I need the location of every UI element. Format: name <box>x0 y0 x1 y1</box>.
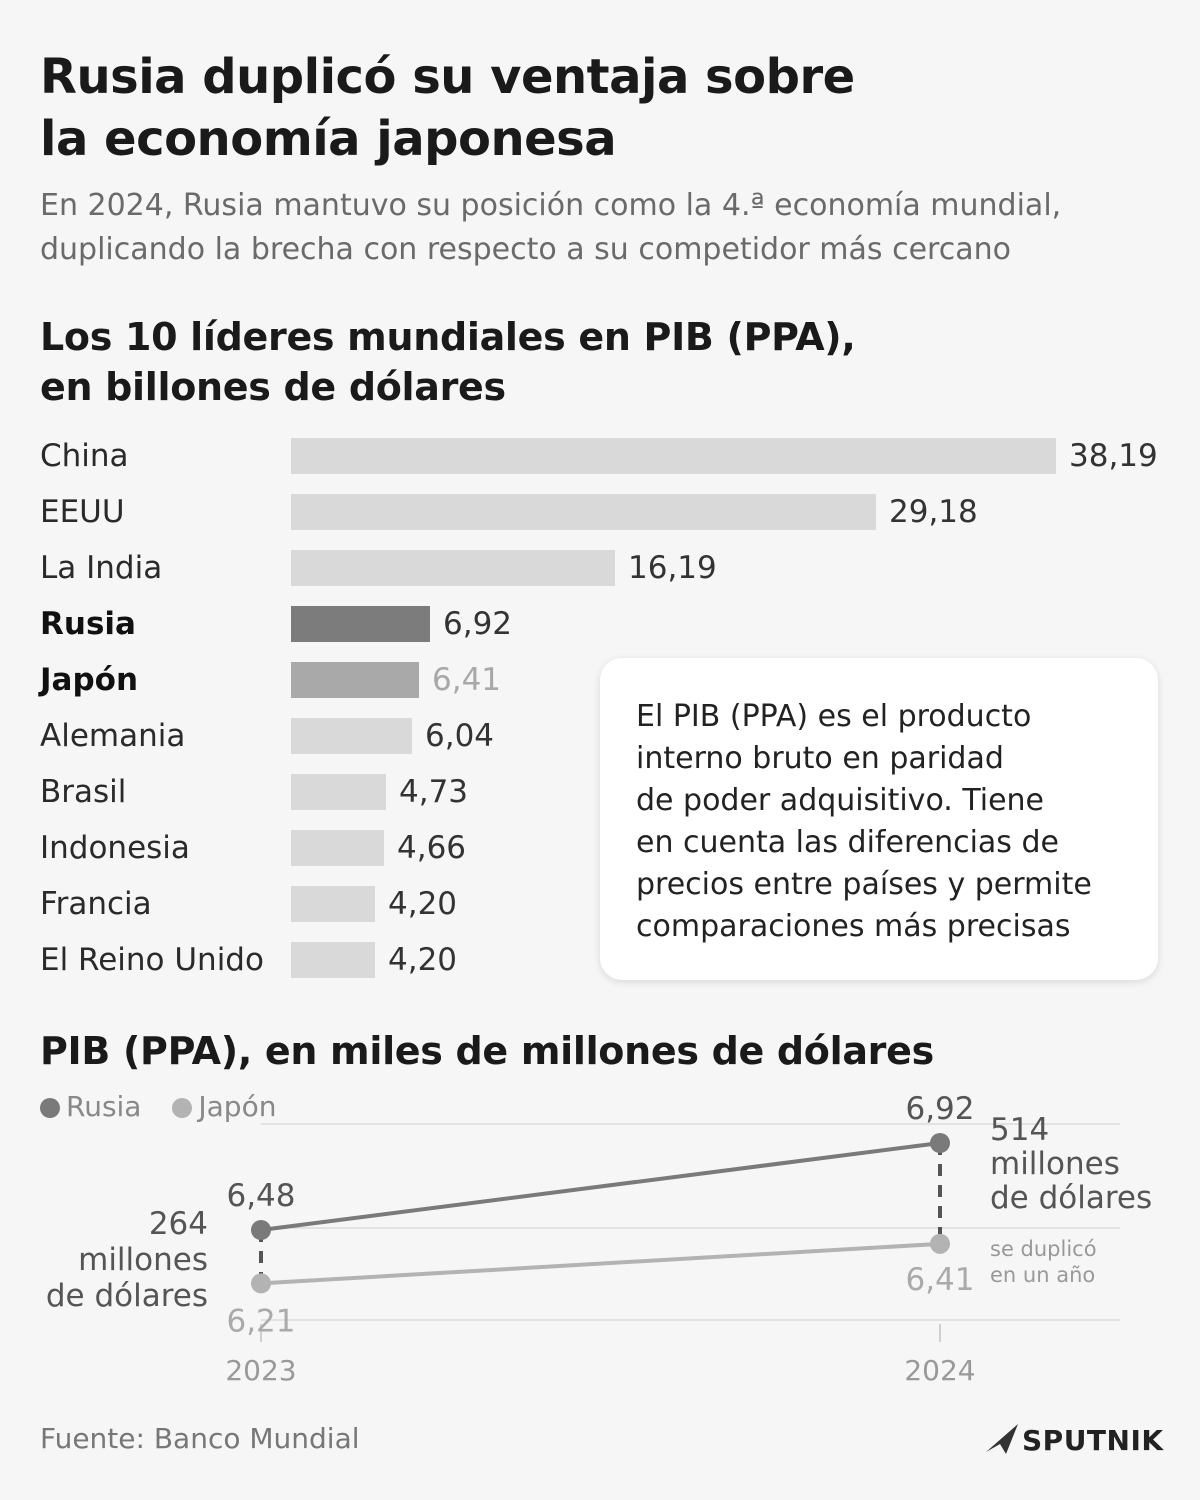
title-line-2: la economía japonesa <box>40 111 617 167</box>
data-label: 6,48 <box>226 1178 295 1214</box>
info-note-box: El PIB (PPA) es el producto interno brut… <box>600 658 1158 980</box>
bar-row: EEUU 29,18 <box>0 494 1200 530</box>
bar-value-label: 4,66 <box>397 830 467 866</box>
bar-row: Francia 4,20 <box>0 886 1200 922</box>
subtitle-line-2: duplicando la brecha con respecto a su c… <box>40 232 1011 267</box>
bar-category-label: Japón <box>40 662 139 698</box>
gap-annotation-2024: millones <box>990 1146 1120 1182</box>
sputnik-logo-text: SPUTNIK <box>1022 1424 1164 1457</box>
bar-chart-title-line-1: Los 10 líderes mundiales en PIB (PPA), <box>40 315 856 359</box>
series-line-rusia <box>260 1141 941 1232</box>
gap-annotation-2023: millones <box>78 1242 208 1278</box>
data-point <box>930 1233 950 1254</box>
bar-value-label: 6,04 <box>425 718 495 754</box>
bar-category-label: Indonesia <box>40 830 190 866</box>
gap-annotation-2023: 264 <box>149 1206 208 1242</box>
line-chart-legend: Rusia Japón <box>40 1090 298 1123</box>
gap-annotation-2024: de dólares <box>990 1180 1152 1216</box>
data-point <box>251 1273 271 1294</box>
bar <box>291 438 1056 474</box>
bar-value-label: 4,20 <box>388 942 458 978</box>
note-line: de poder adquisitivo. Tiene <box>636 783 1045 818</box>
bar-category-label: Alemania <box>40 718 186 754</box>
bar-value-label: 6,41 <box>432 662 502 698</box>
bar-row: Indonesia 4,66 <box>0 830 1200 866</box>
legend-label-rusia: Rusia <box>66 1090 142 1123</box>
series-line-japón <box>260 1241 941 1286</box>
data-label: 6,92 <box>905 1091 974 1127</box>
bar-category-label: Francia <box>40 886 152 922</box>
title-line-1: Rusia duplicó su ventaja sobre <box>40 49 855 105</box>
line-chart-title: PIB (PPA), en miles de millones de dólar… <box>40 1029 934 1073</box>
gap-annotation-2024-note: en un año <box>990 1263 1095 1287</box>
bar-category-label: China <box>40 438 129 474</box>
bar-row: China 38,19 <box>0 438 1200 474</box>
bar-category-label: Rusia <box>40 606 136 642</box>
gap-annotation-2024-note: se duplicó <box>990 1237 1097 1261</box>
data-point <box>930 1133 950 1153</box>
bar <box>291 774 386 810</box>
bar <box>291 886 375 922</box>
sputnik-logo-icon <box>986 1424 1018 1454</box>
bar-category-label: EEUU <box>40 494 125 530</box>
legend-label-japon: Japón <box>198 1090 277 1123</box>
data-label: 6,41 <box>905 1262 974 1298</box>
bar <box>291 942 375 978</box>
bar-row: Alemania 6,04 <box>0 718 1200 754</box>
bar <box>291 718 412 754</box>
note-line: comparaciones más precisas <box>636 909 1071 944</box>
sputnik-logo: SPUTNIK <box>984 1420 1163 1460</box>
bar-category-label: Brasil <box>40 774 127 810</box>
bar <box>291 662 419 698</box>
bar-chart-title-line-2: en billones de dólares <box>40 365 506 409</box>
note-line: El PIB (PPA) es el producto <box>636 699 1032 734</box>
page-subtitle: En 2024, Rusia mantuvo su posición como … <box>40 184 1160 272</box>
x-tick-label: 2024 <box>904 1354 975 1387</box>
bar-category-label: La India <box>40 550 163 586</box>
legend-item-rusia: Rusia <box>40 1090 141 1123</box>
info-note-text: El PIB (PPA) es el producto interno brut… <box>636 696 1136 948</box>
bar <box>291 550 615 586</box>
page-title: Rusia duplicó su ventaja sobre la econom… <box>40 46 1140 170</box>
bar-chart-title: Los 10 líderes mundiales en PIB (PPA), e… <box>40 312 1140 412</box>
bar-value-label: 29,18 <box>889 494 978 530</box>
bar <box>291 830 384 866</box>
bar-category-label: El Reino Unido <box>40 942 264 978</box>
source-note: Fuente: Banco Mundial <box>40 1422 360 1455</box>
legend-item-japon: Japón <box>172 1090 276 1123</box>
bar-value-label: 6,92 <box>443 606 513 642</box>
bar-row: Brasil 4,73 <box>0 774 1200 810</box>
note-line: interno bruto en paridad <box>636 741 1004 776</box>
bar <box>291 606 430 642</box>
bar-value-label: 38,19 <box>1069 438 1158 474</box>
data-label: 6,21 <box>226 1303 295 1339</box>
subtitle-line-1: En 2024, Rusia mantuvo su posición como … <box>40 188 1062 223</box>
gap-annotation-2023: de dólares <box>46 1278 208 1314</box>
data-point <box>251 1220 271 1240</box>
bar-row: Rusia 6,92 <box>0 606 1200 642</box>
legend-dot-japon-icon <box>172 1098 193 1118</box>
note-line: precios entre países y permite <box>636 867 1092 902</box>
bar-row: Japón 6,41 <box>0 662 1200 698</box>
bar-value-label: 4,20 <box>388 886 458 922</box>
gap-annotation-2024: 514 <box>990 1112 1049 1148</box>
bar-row: La India 16,19 <box>0 550 1200 586</box>
bar-value-label: 16,19 <box>628 550 717 586</box>
x-tick-label: 2023 <box>225 1354 296 1387</box>
legend-dot-rusia-icon <box>40 1098 60 1118</box>
bar-row: El Reino Unido 4,20 <box>0 942 1200 978</box>
bar-value-label: 4,73 <box>399 774 469 810</box>
bar <box>291 494 876 530</box>
note-line: en cuenta las diferencias de <box>636 825 1059 860</box>
